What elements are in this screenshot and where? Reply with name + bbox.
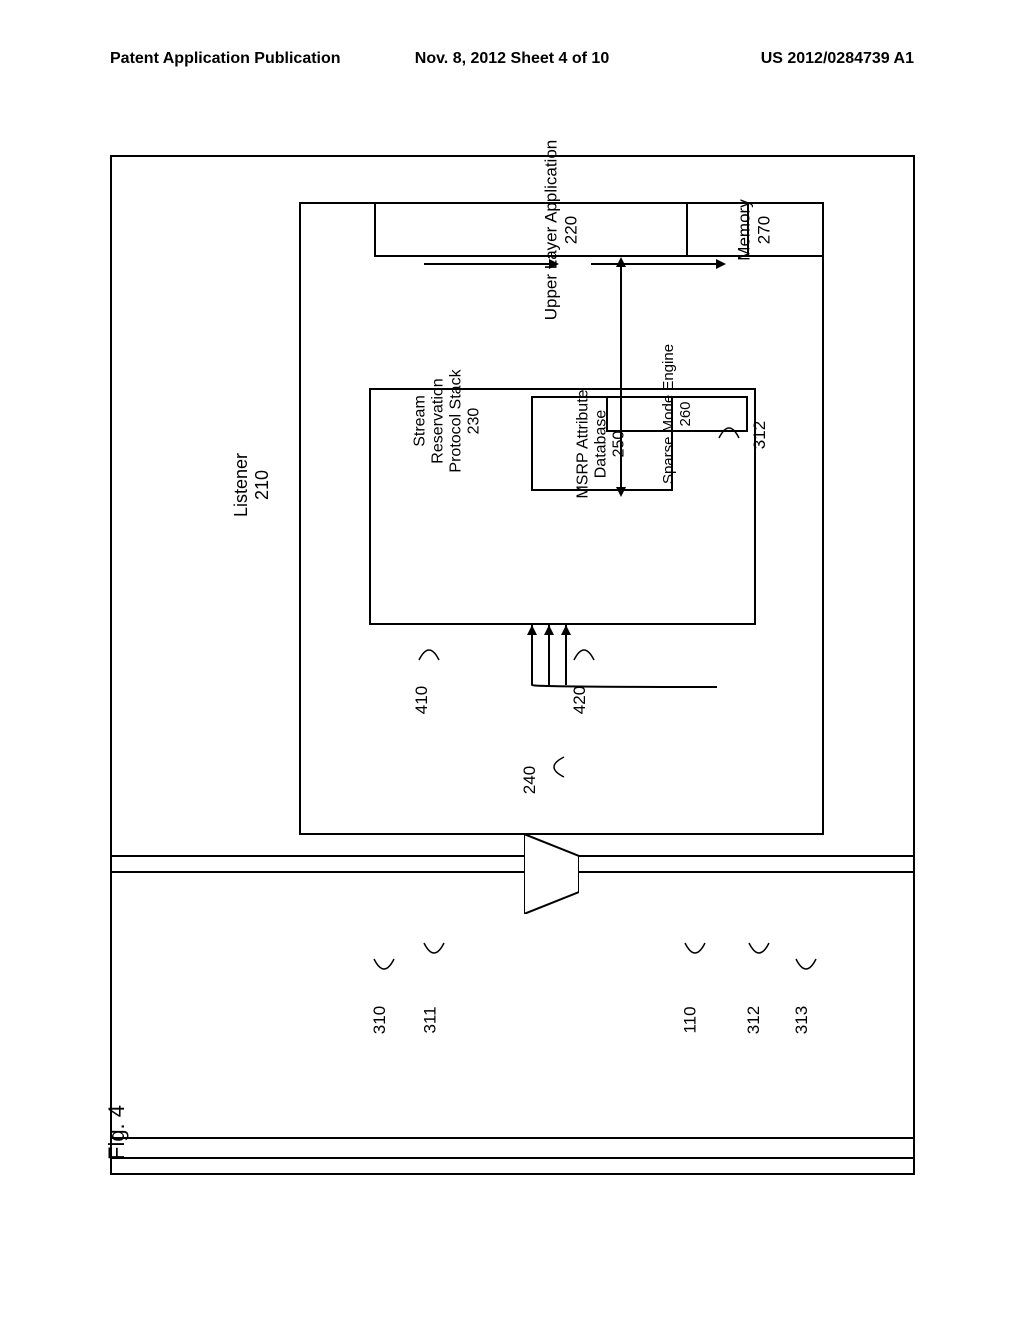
memory-number: 270 bbox=[755, 215, 774, 243]
listener-title: Listener bbox=[231, 453, 251, 517]
ref-310: 310 bbox=[370, 1006, 390, 1034]
srp-box: StreamReservationProtocol Stack230 bbox=[377, 396, 519, 446]
ref-311: 311 bbox=[420, 1006, 440, 1033]
memory-box: Memory 270 bbox=[686, 202, 824, 257]
memory-title: Memory bbox=[735, 199, 754, 260]
ref-110: 110 bbox=[680, 1006, 700, 1033]
sparse-title: Sparse Mode Engine bbox=[660, 344, 677, 484]
page-header: Patent Application Publication Nov. 8, 2… bbox=[0, 50, 1024, 68]
memory-text: Memory 270 bbox=[735, 199, 775, 260]
listener-label: Listener 210 bbox=[231, 453, 273, 517]
ref-410: 410 bbox=[412, 686, 432, 714]
header-right: US 2012/0284739 A1 bbox=[646, 50, 914, 68]
header-center: Nov. 8, 2012 Sheet 4 of 10 bbox=[378, 50, 646, 68]
upper-layer-title: Upper Layer Application bbox=[541, 139, 560, 320]
upper-layer-number: 220 bbox=[561, 215, 580, 243]
protocol-container: StreamReservationProtocol Stack230 MSRP … bbox=[369, 388, 756, 625]
sparse-text: Sparse Mode Engine 260 bbox=[660, 344, 694, 484]
figure-label: Fig. 4 bbox=[104, 1105, 130, 1160]
port-box bbox=[536, 835, 571, 912]
sparse-number: 260 bbox=[677, 401, 694, 426]
ref-420: 420 bbox=[570, 686, 590, 714]
ref-312b: 312 bbox=[744, 1006, 764, 1034]
sparse-box: Sparse Mode Engine 260 bbox=[606, 396, 748, 432]
ref-240: 240 bbox=[520, 766, 540, 794]
header-left: Patent Application Publication bbox=[110, 50, 378, 68]
upper-layer-text: Upper Layer Application 220 bbox=[541, 139, 581, 320]
srp-number: 230 bbox=[466, 408, 483, 435]
listener-number: 210 bbox=[252, 470, 272, 500]
ref-312a: 312 bbox=[750, 421, 770, 449]
ref-313: 313 bbox=[792, 1006, 812, 1034]
msrp-number: 250 bbox=[611, 430, 628, 457]
srp-text: StreamReservationProtocol Stack230 bbox=[412, 369, 484, 472]
